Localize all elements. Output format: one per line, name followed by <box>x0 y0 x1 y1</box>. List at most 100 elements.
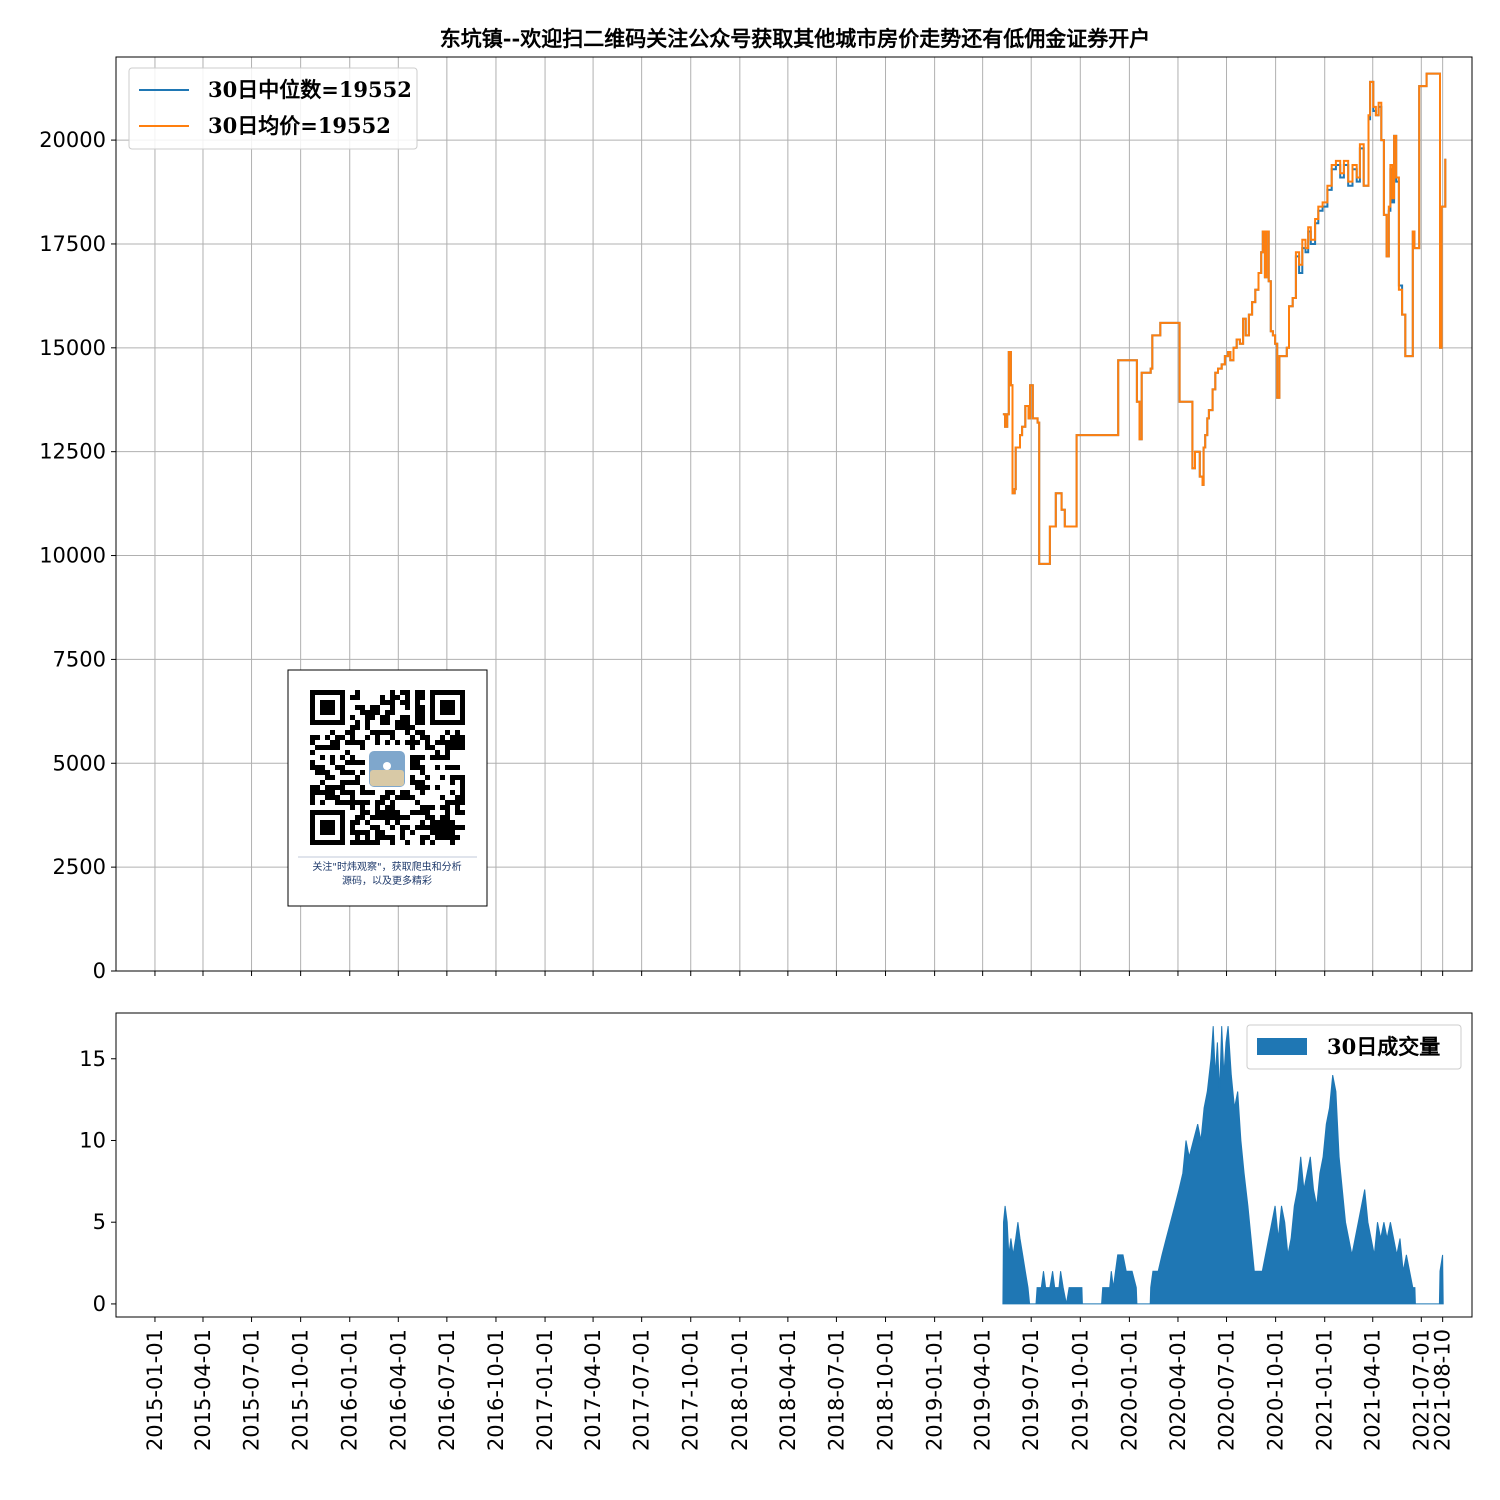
qr-module <box>420 780 425 785</box>
qr-module <box>355 695 360 700</box>
qr-module <box>360 770 365 775</box>
date-xtick-label-2: 2015-07-01 <box>240 1329 264 1451</box>
qr-module <box>320 755 325 760</box>
date-xtick-label-16: 2019-01-01 <box>923 1329 947 1451</box>
qr-module <box>400 690 405 695</box>
qr-module <box>420 785 425 790</box>
date-xtick-label-17: 2019-04-01 <box>971 1329 995 1451</box>
qr-module <box>380 730 385 735</box>
qr-module <box>460 810 465 815</box>
qr-module <box>355 800 360 805</box>
qr-module <box>335 740 340 745</box>
qr-module <box>415 810 420 815</box>
qr-module <box>370 715 375 720</box>
qr-module <box>425 785 430 790</box>
qr-module <box>450 740 455 745</box>
qr-module <box>320 820 325 825</box>
qr-module <box>310 705 315 710</box>
qr-module <box>430 805 435 810</box>
qr-module <box>325 770 330 775</box>
qr-module <box>415 800 420 805</box>
qr-module <box>450 775 455 780</box>
qr-module <box>365 790 370 795</box>
qr-module <box>365 820 370 825</box>
qr-module <box>440 805 445 810</box>
qr-module <box>375 830 380 835</box>
qr-module <box>340 735 345 740</box>
qr-module <box>415 715 420 720</box>
qr-module <box>330 720 335 725</box>
date-xtick-label-26: 2021-07-01 <box>1409 1329 1433 1451</box>
qr-module <box>365 710 370 715</box>
date-xtick-label-22: 2020-07-01 <box>1215 1329 1239 1451</box>
qr-module <box>335 785 340 790</box>
qr-module <box>445 815 450 820</box>
qr-module <box>330 740 335 745</box>
qr-module <box>405 840 410 845</box>
qr-module <box>325 840 330 845</box>
price-panel: 0 2500 5000 7500 10000 12500 15000 17500 20000 3… <box>39 56 1473 983</box>
qr-module <box>350 840 355 845</box>
qr-module <box>450 710 455 715</box>
qr-module <box>350 760 355 765</box>
qr-module <box>355 815 360 820</box>
qr-caption-line1: 关注"时炜观察"，获取爬虫和分析 <box>312 860 461 873</box>
qr-module <box>345 800 350 805</box>
qr-module <box>425 735 430 740</box>
qr-module <box>445 830 450 835</box>
qr-module <box>375 730 380 735</box>
qr-module <box>360 805 365 810</box>
qr-module <box>445 690 450 695</box>
qr-module <box>410 765 415 770</box>
qr-module <box>355 775 360 780</box>
qr-module <box>420 805 425 810</box>
qr-module <box>390 730 395 735</box>
qr-module <box>310 690 315 695</box>
qr-module <box>455 800 460 805</box>
qr-module <box>430 700 435 705</box>
qr-module <box>310 810 315 815</box>
qr-avatar-sand <box>370 770 404 786</box>
qr-module <box>330 705 335 710</box>
qr-module <box>325 785 330 790</box>
qr-module <box>360 740 365 745</box>
qr-module <box>390 705 395 710</box>
qr-module <box>400 835 405 840</box>
qr-module <box>340 830 345 835</box>
qr-module <box>340 705 345 710</box>
qr-module <box>440 815 445 820</box>
qr-module <box>460 745 465 750</box>
qr-module <box>355 830 360 835</box>
date-xtick-label-18: 2019-07-01 <box>1019 1329 1043 1451</box>
price-ytick-label-0: 0 <box>93 959 106 983</box>
qr-module <box>410 760 415 765</box>
qr-module <box>415 695 420 700</box>
legend-volume-swatch <box>1257 1038 1307 1055</box>
qr-module <box>370 825 375 830</box>
qr-module <box>430 755 435 760</box>
qr-module <box>350 735 355 740</box>
qr-module <box>380 830 385 835</box>
qr-module <box>450 765 455 770</box>
qr-module <box>435 755 440 760</box>
qr-module <box>340 835 345 840</box>
date-xtick-label-8: 2017-01-01 <box>533 1329 557 1451</box>
qr-module <box>365 830 370 835</box>
qr-module <box>430 705 435 710</box>
qr-module <box>325 820 330 825</box>
qr-module <box>320 720 325 725</box>
qr-module <box>340 820 345 825</box>
qr-module <box>330 785 335 790</box>
qr-module <box>390 790 395 795</box>
qr-module <box>460 710 465 715</box>
qr-module <box>360 745 365 750</box>
qr-module <box>390 840 395 845</box>
qr-module <box>330 820 335 825</box>
qr-module <box>310 800 315 805</box>
qr-module <box>310 700 315 705</box>
qr-module <box>315 720 320 725</box>
qr-module <box>460 715 465 720</box>
qr-module <box>315 765 320 770</box>
qr-module <box>350 830 355 835</box>
qr-module <box>390 825 395 830</box>
